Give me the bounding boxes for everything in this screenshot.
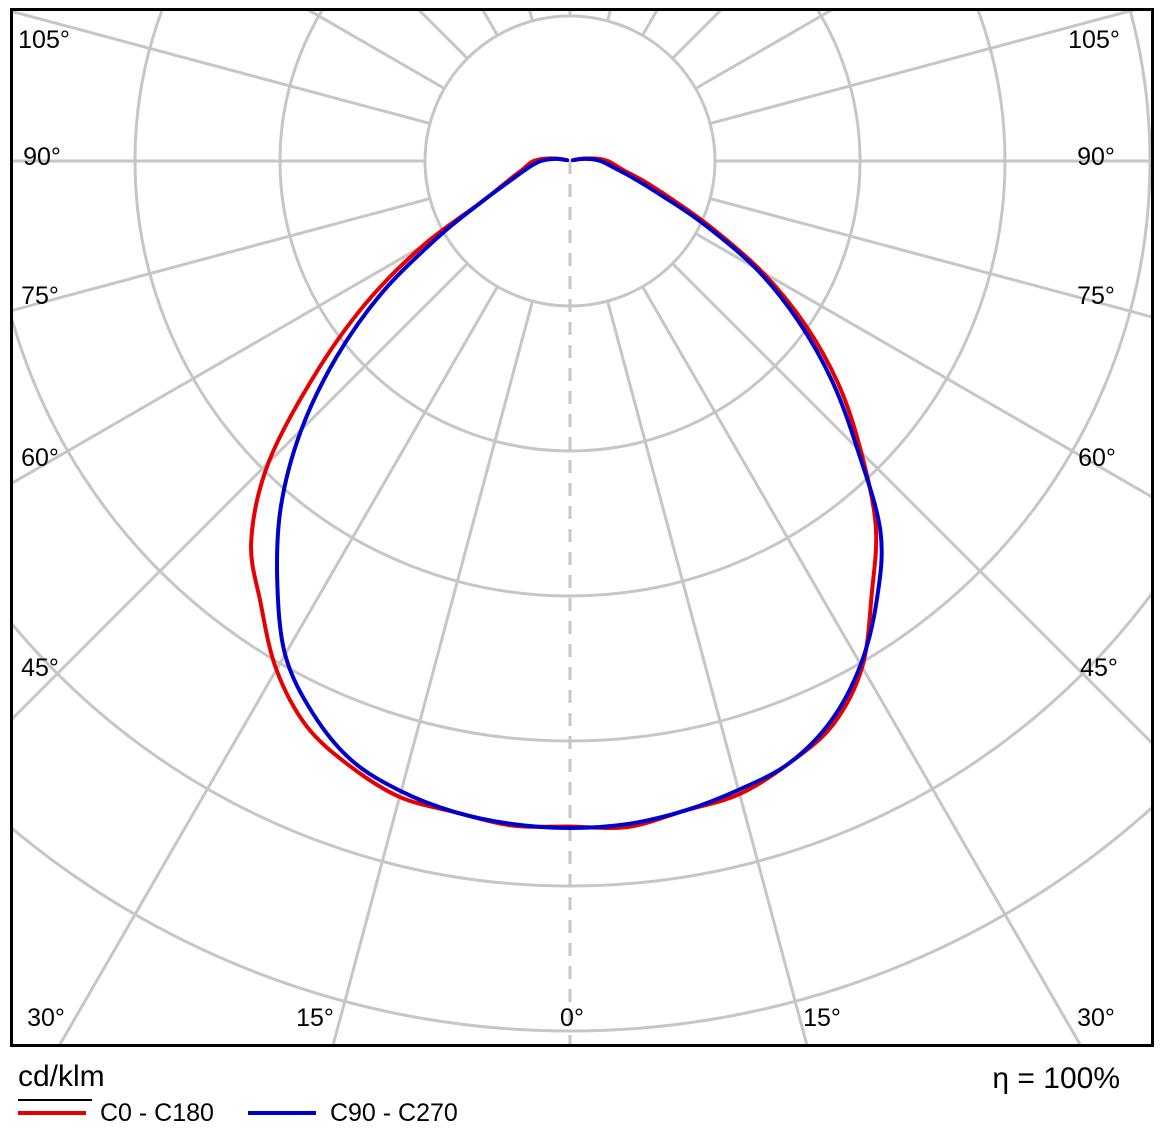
legend-item-c90: C90 - C270 [247,1098,458,1128]
legend-item-c0: C0 - C180 [18,1099,214,1128]
angle-tick-label: 60° [21,444,59,472]
angle-tick-label: 15° [296,1004,334,1032]
angle-tick-label: 60° [1078,444,1116,472]
angle-tick-label: 45° [21,654,59,682]
legend-line-c0-icon [18,1111,86,1115]
grid-spoke [481,11,499,37]
angle-tick-label: 75° [1077,282,1115,310]
grid-ring [13,11,1151,743]
grid-spoke [13,197,431,312]
unit-label: cd/klm [18,1060,105,1093]
angle-tick-label: 90° [1077,143,1115,171]
angle-tick-label: 30° [1077,1004,1115,1032]
grid-spoke [641,285,1082,1044]
legend-label-c0: C0 - C180 [100,1098,214,1127]
angle-tick-label: 30° [27,1004,65,1032]
angle-tick-label: 15° [803,1004,841,1032]
angle-tick-label: 0° [560,1004,584,1032]
grid-spoke [58,285,499,1044]
angle-tick-label: 45° [1080,654,1118,682]
legend-label-c90: C90 - C270 [329,1098,458,1127]
grid-spoke [331,300,534,1044]
grid-spoke [13,11,431,125]
grid-spoke [709,197,1151,319]
angle-tick-label: 105° [1068,26,1120,54]
grid-spoke [13,262,469,721]
curve-C0-C180 [249,156,879,830]
legend: C0 - C180 C90 - C270 [18,1098,492,1128]
angle-tick-label: 105° [18,26,70,54]
grid-spoke [606,300,809,1044]
legend-line-c90-icon [247,1111,316,1115]
unit-underline [18,1099,92,1101]
grid-spoke [671,262,1151,745]
angle-tick-label: 90° [23,143,61,171]
grid-ring [13,806,1151,1033]
grid-ring [13,591,1151,888]
grid-spoke [694,232,1151,499]
grid-ring [278,11,862,453]
grid-spoke [13,232,446,485]
plot-border [10,8,1154,1047]
curve-C90-C270 [274,156,884,830]
grid-spoke [709,11,1136,125]
efficiency-label: η = 100% [992,1062,1120,1095]
angle-tick-label: 75° [21,282,59,310]
